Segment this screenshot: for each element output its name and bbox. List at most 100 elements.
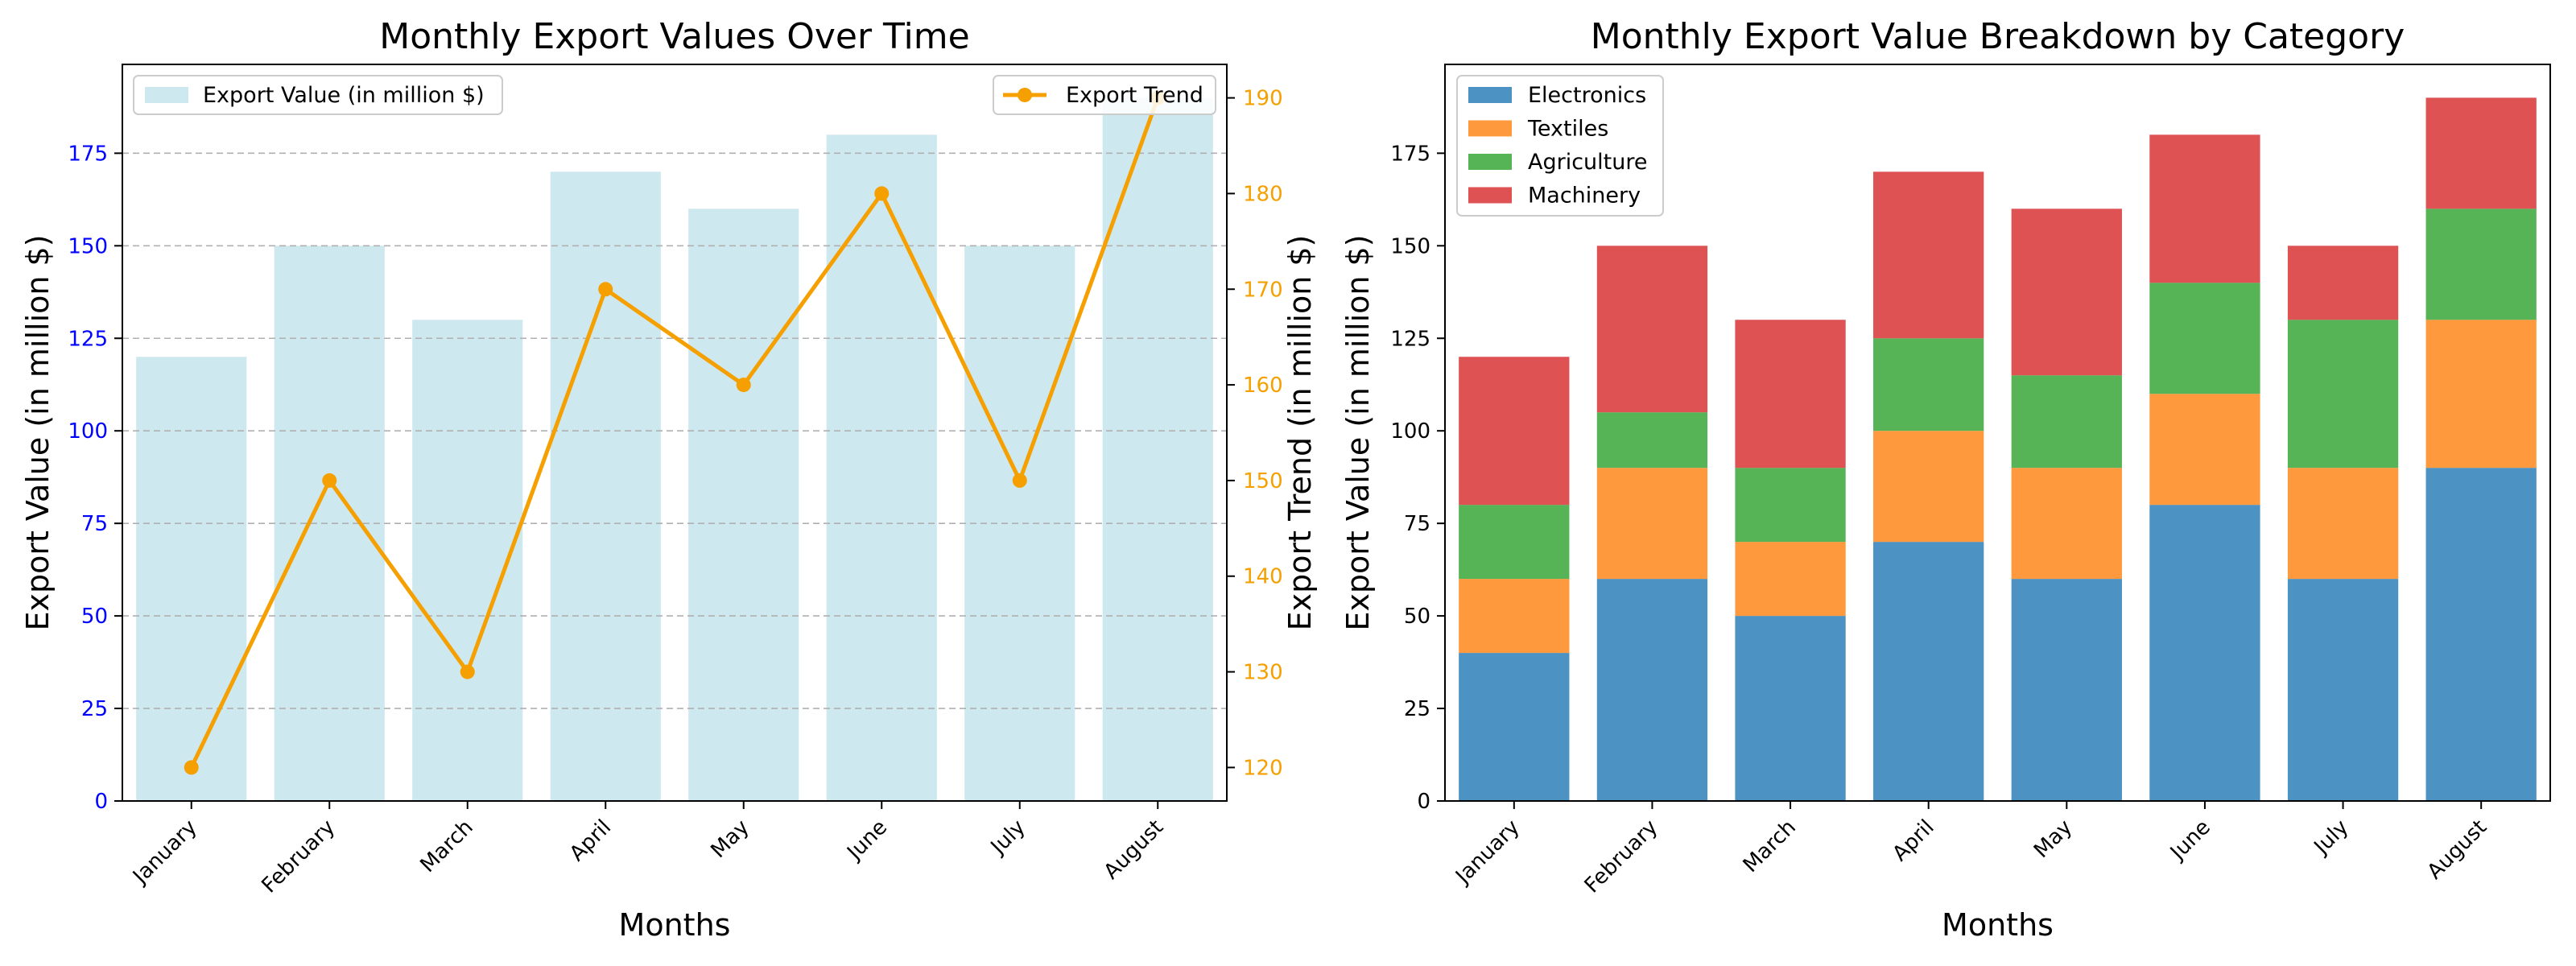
export-trend-point [460, 664, 475, 679]
export-trend-series [184, 90, 1166, 775]
chart1-y-tick-label: 75 [81, 512, 108, 536]
export-trend-point [598, 282, 613, 297]
agriculture-bar [1596, 412, 1708, 469]
chart2-x-axis-label: Months [1942, 907, 2054, 943]
chart1-right-tick-label: 120 [1243, 756, 1283, 780]
chart1-x-axis-label: Months [619, 907, 731, 943]
export-trend-point [736, 378, 751, 393]
electronics-bar [2425, 468, 2537, 801]
series-electronics [1459, 468, 2537, 801]
export-trend-line [189, 97, 1160, 769]
legend-label-machinery: Machinery [1528, 184, 1641, 208]
machinery-bar [1596, 246, 1708, 413]
chart1-title: Monthly Export Values Over Time [379, 16, 969, 57]
machinery-bar [1459, 357, 1570, 506]
machinery-bar [2287, 246, 2399, 320]
export-value-bar [412, 320, 523, 801]
chart1-y-tick-label: 25 [81, 697, 108, 721]
legend-swatch-electronics [1468, 87, 1512, 103]
legend-label-textiles: Textiles [1527, 117, 1608, 142]
textiles-bar [1735, 542, 1846, 617]
chart1-right-tick-label: 190 [1243, 87, 1283, 111]
textiles-bar [2149, 394, 2260, 506]
textiles-bar [1459, 579, 1570, 654]
agriculture-bar [2287, 320, 2399, 469]
export-value-bar [826, 134, 937, 801]
legend-swatch-agriculture [1468, 154, 1512, 170]
chart2-legend: Electronics Textiles Agriculture Machinery [1456, 75, 1664, 217]
legend-swatch-export-value [145, 87, 188, 103]
series-textiles [1459, 320, 2537, 654]
export-value-bar [1102, 97, 1213, 802]
electronics-bar [2011, 579, 2122, 801]
chart1-y-tick-label: 50 [81, 605, 108, 629]
chart1-y-axis-label: Export Value (in million $) [20, 234, 56, 630]
machinery-bar [2011, 208, 2122, 376]
legend-box [133, 75, 503, 115]
legend-label-export-trend: Export Trend [1066, 83, 1203, 108]
chart1-right-tick-label: 160 [1243, 374, 1283, 398]
agriculture-bar [2011, 375, 2122, 469]
chart1-y-tick-label: 0 [94, 790, 108, 814]
chart2-y-axis-label: Export Value (in million $) [1340, 234, 1376, 630]
legend-swatch-textiles [1468, 120, 1512, 137]
chart1-plot-frame [122, 64, 1228, 802]
chart1-right-tick-label: 150 [1243, 469, 1283, 493]
electronics-bar [1735, 616, 1846, 801]
export-trend-point [1012, 473, 1027, 488]
chart1-legend-right: Export Trend [993, 75, 1216, 115]
chart1-right-tick-label: 140 [1243, 565, 1283, 589]
electronics-bar [2149, 505, 2260, 801]
chart2-y-tick-label: 125 [1390, 327, 1430, 351]
agriculture-bar [1735, 468, 1846, 543]
machinery-bar [2149, 134, 2260, 283]
export-value-bar [688, 208, 799, 801]
legend-label-electronics: Electronics [1528, 83, 1646, 108]
legend-box [1456, 75, 1664, 217]
chart2-y-tick-label: 75 [1404, 512, 1430, 536]
textiles-bar [2287, 468, 2399, 580]
textiles-bar [2425, 320, 2537, 469]
chart2-y-tick-label: 0 [1417, 790, 1430, 814]
agriculture-bar [2425, 208, 2537, 320]
electronics-bar [1459, 653, 1570, 801]
chart2-y-tick-label: 50 [1404, 605, 1430, 629]
export-trend-point [874, 186, 890, 201]
export-trend-point [322, 473, 337, 488]
legend-swatch-machinery [1468, 187, 1512, 204]
chart1-y-tick-label: 175 [68, 142, 108, 166]
chart2-y-tick-label: 100 [1390, 419, 1430, 444]
chart2-title: Monthly Export Value Breakdown by Catego… [1591, 16, 2405, 57]
export-value-bar [550, 171, 661, 802]
export-trend-point [184, 760, 199, 775]
textiles-bar [1596, 468, 1708, 580]
chart1-legend-left: Export Value (in million $) [133, 75, 503, 115]
machinery-bar [1735, 320, 1846, 469]
chart2-plot-frame [1444, 64, 2551, 802]
chart2-y-tick-label: 25 [1404, 697, 1430, 721]
chart1-y-tick-label: 150 [68, 234, 108, 258]
agriculture-bar [1873, 338, 1984, 431]
chart1-right-tick-label: 130 [1243, 661, 1283, 685]
chart2-y-tick-label: 150 [1390, 234, 1430, 258]
electronics-bar [1873, 542, 1984, 801]
series-machinery [1459, 97, 2537, 506]
legend-label-agriculture: Agriculture [1528, 150, 1648, 175]
chart2-y-tick-label: 175 [1390, 142, 1430, 166]
electronics-bar [2287, 579, 2399, 801]
agriculture-bar [1459, 505, 1570, 580]
machinery-bar [1873, 171, 1984, 339]
chart1-right-tick-label: 180 [1243, 182, 1283, 206]
textiles-bar [2011, 468, 2122, 580]
chart1-right-axis-label: Export Trend (in million $) [1282, 235, 1318, 631]
series-agriculture [1459, 208, 2537, 580]
chart1-y-tick-label: 125 [68, 327, 108, 351]
legend-box [993, 75, 1216, 115]
electronics-bar [1596, 579, 1708, 801]
textiles-bar [1873, 431, 1984, 543]
chart1-y-tick-label: 100 [68, 419, 108, 444]
agriculture-bar [2149, 283, 2260, 394]
chart-export-values-over-time: Monthly Export Values Over Time Months Exp… [20, 16, 1318, 943]
legend-marker-export-trend [1018, 88, 1032, 102]
